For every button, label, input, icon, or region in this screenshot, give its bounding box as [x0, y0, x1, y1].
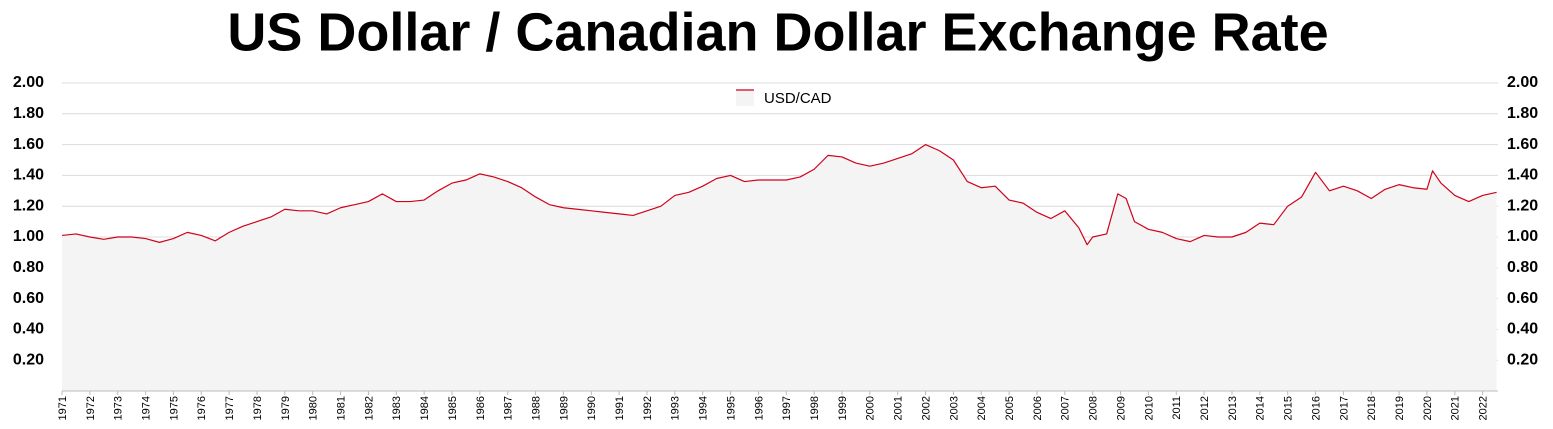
chart-title: US Dollar / Canadian Dollar Exchange Rat…: [227, 2, 1328, 62]
y-tick-label-right: 0.80: [1507, 259, 1538, 276]
legend-swatch: [736, 90, 754, 106]
y-tick-label-right: 2.00: [1507, 74, 1538, 91]
line: [61, 144, 1497, 246]
x-tick-label: 2006: [1032, 396, 1044, 420]
x-tick-label: 1989: [558, 396, 570, 420]
x-tick-label: 2010: [1143, 396, 1155, 420]
x-tick-label: 1992: [642, 396, 654, 420]
y-tick-label: 1.40: [13, 167, 44, 184]
y-tick-label-right: 0.60: [1507, 290, 1538, 307]
y-tick-label: 2.00: [13, 74, 44, 91]
x-tick-label: 1980: [308, 396, 320, 420]
y-tick-label: 0.20: [13, 351, 44, 368]
area: [62, 144, 1497, 391]
x-tick-label: 1976: [196, 396, 208, 420]
x-tick-label: 1983: [391, 396, 403, 420]
x-tick-label: 2001: [893, 396, 905, 420]
x-tick-label: 1994: [698, 396, 710, 420]
x-tick-label: 2017: [1338, 396, 1350, 420]
x-tick-label: 1986: [475, 396, 487, 420]
x-tick-label: 1981: [335, 396, 347, 420]
y-tick-label-right: 1.80: [1507, 105, 1538, 122]
x-tick-label: 1975: [168, 396, 180, 420]
x-tick-label: 2011: [1171, 396, 1183, 420]
x-tick-label: 1985: [447, 396, 459, 420]
x-tick-label: 1984: [419, 396, 431, 420]
y-tick-label-right: 0.40: [1507, 321, 1538, 338]
y-tick-label: 1.80: [13, 105, 44, 122]
y-tick-label: 1.20: [13, 197, 44, 214]
x-tick-label: 2004: [976, 396, 988, 420]
y-tick-label-right: 1.00: [1507, 228, 1538, 245]
x-tick-label: 2014: [1255, 396, 1267, 420]
x-tick-label: 2012: [1199, 396, 1211, 420]
x-tick-label: 1987: [503, 396, 515, 420]
x-tick-label: 1979: [280, 396, 292, 420]
x-tick-label: 2009: [1115, 396, 1127, 420]
x-tick-label: 2020: [1422, 396, 1434, 420]
y-tick-label-right: 0.20: [1507, 351, 1538, 368]
x-tick-label: 1977: [224, 396, 236, 420]
x-tick-label: 2021: [1450, 396, 1462, 420]
x-tick-label: 2016: [1310, 396, 1322, 420]
y-tick-label-right: 1.60: [1507, 136, 1538, 153]
y-tick-label: 0.40: [13, 321, 44, 338]
x-tick-label: 2019: [1394, 396, 1406, 420]
x-tick-label: 2007: [1060, 396, 1072, 420]
x-tick-label: 1991: [614, 396, 626, 420]
y-tick-label-right: 1.40: [1507, 167, 1538, 184]
x-tick-label: 1982: [363, 396, 375, 420]
x-tick-label: 2002: [920, 396, 932, 420]
x-tick-label: 1973: [113, 396, 125, 420]
y-tick-label: 1.60: [13, 136, 44, 153]
y-tick-label: 0.80: [13, 259, 44, 276]
x-tick-label: 2000: [865, 396, 877, 420]
x-tick-label: 1971: [57, 396, 69, 420]
x-tick-label: 1999: [837, 396, 849, 420]
x-tick-label: 1998: [809, 396, 821, 420]
x-tick-label: 1997: [781, 396, 793, 420]
x-tick-label: 2018: [1366, 396, 1378, 420]
x-tick-label: 1978: [252, 396, 264, 420]
x-tick-label: 2013: [1227, 396, 1239, 420]
x-tick-label: 2003: [948, 396, 960, 420]
y-tick-label: 1.00: [13, 228, 44, 245]
x-tick-label: 1995: [725, 396, 737, 420]
x-tick-label: 1972: [85, 396, 97, 420]
x-tick-label: 1993: [670, 396, 682, 420]
y-tick-label: 0.60: [13, 290, 44, 307]
x-tick-label: 2022: [1478, 396, 1490, 420]
x-tick-label: 2008: [1088, 396, 1100, 420]
x-tick-label: 2005: [1004, 396, 1016, 420]
x-tick-label: 1974: [140, 396, 152, 420]
x-tick-label: 1996: [753, 396, 765, 420]
x-tick-label: 1988: [530, 396, 542, 420]
y-tick-label-right: 1.20: [1507, 197, 1538, 214]
x-tick-label: 2015: [1283, 396, 1295, 420]
x-tick-label: 1990: [586, 396, 598, 420]
legend-label: USD/CAD: [764, 90, 832, 107]
